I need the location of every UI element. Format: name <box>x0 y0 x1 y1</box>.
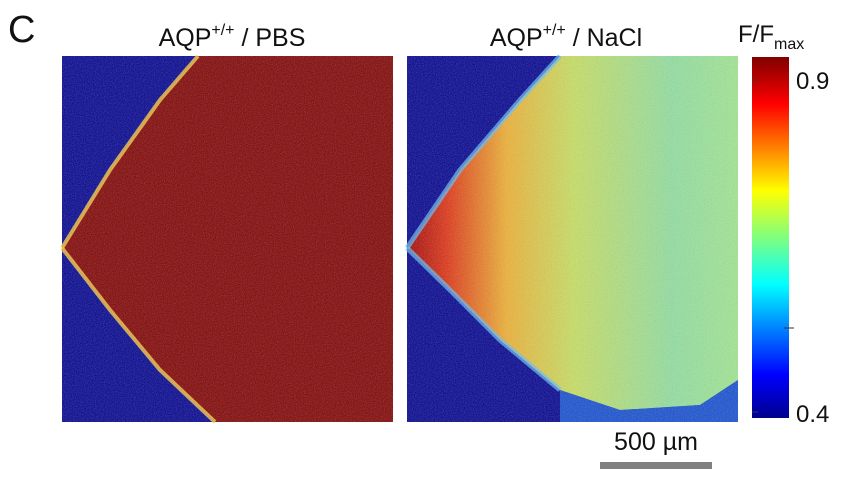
scale-bar-label: 500 µm <box>614 428 698 456</box>
panel-title: AQP+/+ / PBS <box>159 22 306 52</box>
colorbar-bottom-label: 0.4 <box>796 401 829 428</box>
text-part: max <box>774 36 804 53</box>
scale-bar <box>600 462 712 469</box>
text-part: F/F <box>738 21 774 48</box>
image-pbs <box>60 54 393 424</box>
text-part: +/+ <box>543 22 566 39</box>
colorbar-label: F/Fmax <box>738 21 804 53</box>
colorbar <box>752 57 794 418</box>
colorbar-top-label: 0.9 <box>796 68 829 95</box>
panel-label: C <box>8 9 35 51</box>
text-part: / PBS <box>235 24 306 52</box>
panel-title: AQP+/+ / NaCl <box>490 22 642 52</box>
image-nacl <box>404 54 738 422</box>
text-part: AQP <box>490 24 543 52</box>
text-part: +/+ <box>211 22 234 39</box>
text-part: AQP <box>159 24 212 52</box>
text-part: / NaCl <box>566 24 642 52</box>
